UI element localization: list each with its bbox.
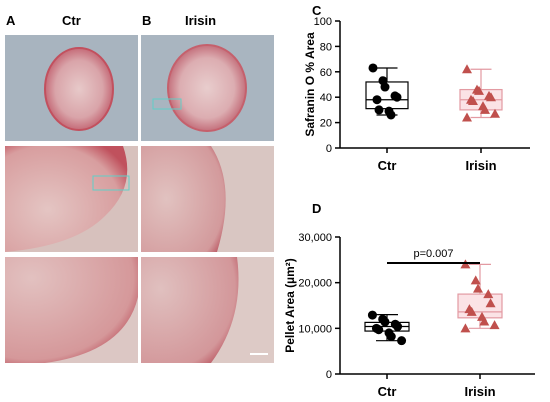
y-tick-label: 0: [326, 143, 332, 155]
data-point: [483, 289, 494, 299]
data-point: [380, 317, 390, 327]
data-point: [460, 323, 471, 333]
data-point: [473, 283, 483, 293]
data-point: [367, 310, 377, 320]
x-tick-label: Ctr: [378, 384, 397, 399]
y-axis-label: Pellet Area (µm²): [283, 258, 297, 353]
data-point: [374, 105, 384, 115]
data-point: [490, 108, 500, 118]
data-point: [470, 275, 481, 285]
data-point: [368, 63, 378, 73]
box: [457, 293, 503, 319]
x-tick-label: Irisin: [464, 384, 495, 399]
data-point: [372, 95, 382, 105]
data-point: [474, 85, 484, 95]
data-point: [397, 336, 407, 346]
panel-d-letter: D: [312, 201, 321, 216]
panel-a-group-label: Ctr: [62, 13, 81, 28]
panel-b-letter: B: [142, 13, 152, 28]
chart-safranin-o: C 0 20 40 60 80 100 Safranin O % Area Ctr Irisin: [303, 3, 530, 173]
data-point: [462, 64, 472, 74]
panel-c-letter: C: [312, 3, 322, 18]
scale-bar: [250, 353, 268, 355]
data-point: [466, 306, 477, 316]
x-tick-label: Ctr: [378, 158, 397, 173]
p-value-label: p=0.007: [413, 248, 453, 260]
data-point: [392, 92, 402, 102]
data-point: [485, 298, 496, 308]
y-tick-label: 20: [320, 118, 332, 130]
micrograph-ctr-high: [5, 257, 138, 363]
data-point: [374, 325, 384, 335]
panel-a-letter: A: [6, 13, 16, 28]
y-tick-label: 20,000: [298, 278, 332, 290]
y-tick-label: 40: [320, 92, 332, 104]
y-tick-label: 30,000: [298, 232, 332, 244]
data-point: [386, 332, 396, 342]
micrograph-irisin-low: [141, 35, 274, 141]
micrograph-ctr-low: [5, 35, 138, 141]
y-axis-label: Safranin O % Area: [303, 32, 317, 137]
y-tick-label: 0: [326, 369, 332, 381]
y-tick-label: 100: [314, 16, 332, 28]
y-tick-label: 10,000: [298, 323, 332, 335]
data-point: [393, 322, 403, 332]
chart-pellet-area: D 0 10,000 20,000 30,000 Pellet Area (µm²) Ct…: [283, 201, 535, 399]
data-point: [386, 110, 396, 120]
data-point: [380, 82, 390, 92]
panel-b-group-label: Irisin: [185, 13, 217, 28]
data-point: [462, 112, 472, 122]
data-point: [479, 316, 490, 326]
micrograph-irisin-high: [141, 257, 274, 363]
micrograph-ctr-mid: [5, 146, 138, 252]
x-tick-label: Irisin: [465, 158, 496, 173]
data-point: [486, 92, 496, 102]
y-tick-label: 80: [320, 41, 332, 53]
micrograph-irisin-mid: [141, 146, 274, 252]
data-point: [489, 320, 500, 330]
data-point: [480, 104, 490, 114]
data-point: [468, 96, 478, 106]
y-tick-label: 60: [320, 67, 332, 79]
